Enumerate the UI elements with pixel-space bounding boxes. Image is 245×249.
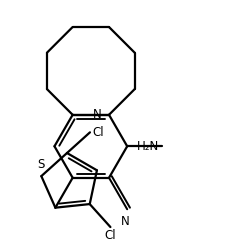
Text: N: N — [120, 215, 129, 228]
Text: H₂N: H₂N — [137, 140, 159, 153]
Text: N: N — [93, 108, 102, 121]
Text: S: S — [38, 158, 45, 171]
Text: Cl: Cl — [92, 126, 104, 139]
Text: Cl: Cl — [105, 230, 116, 243]
